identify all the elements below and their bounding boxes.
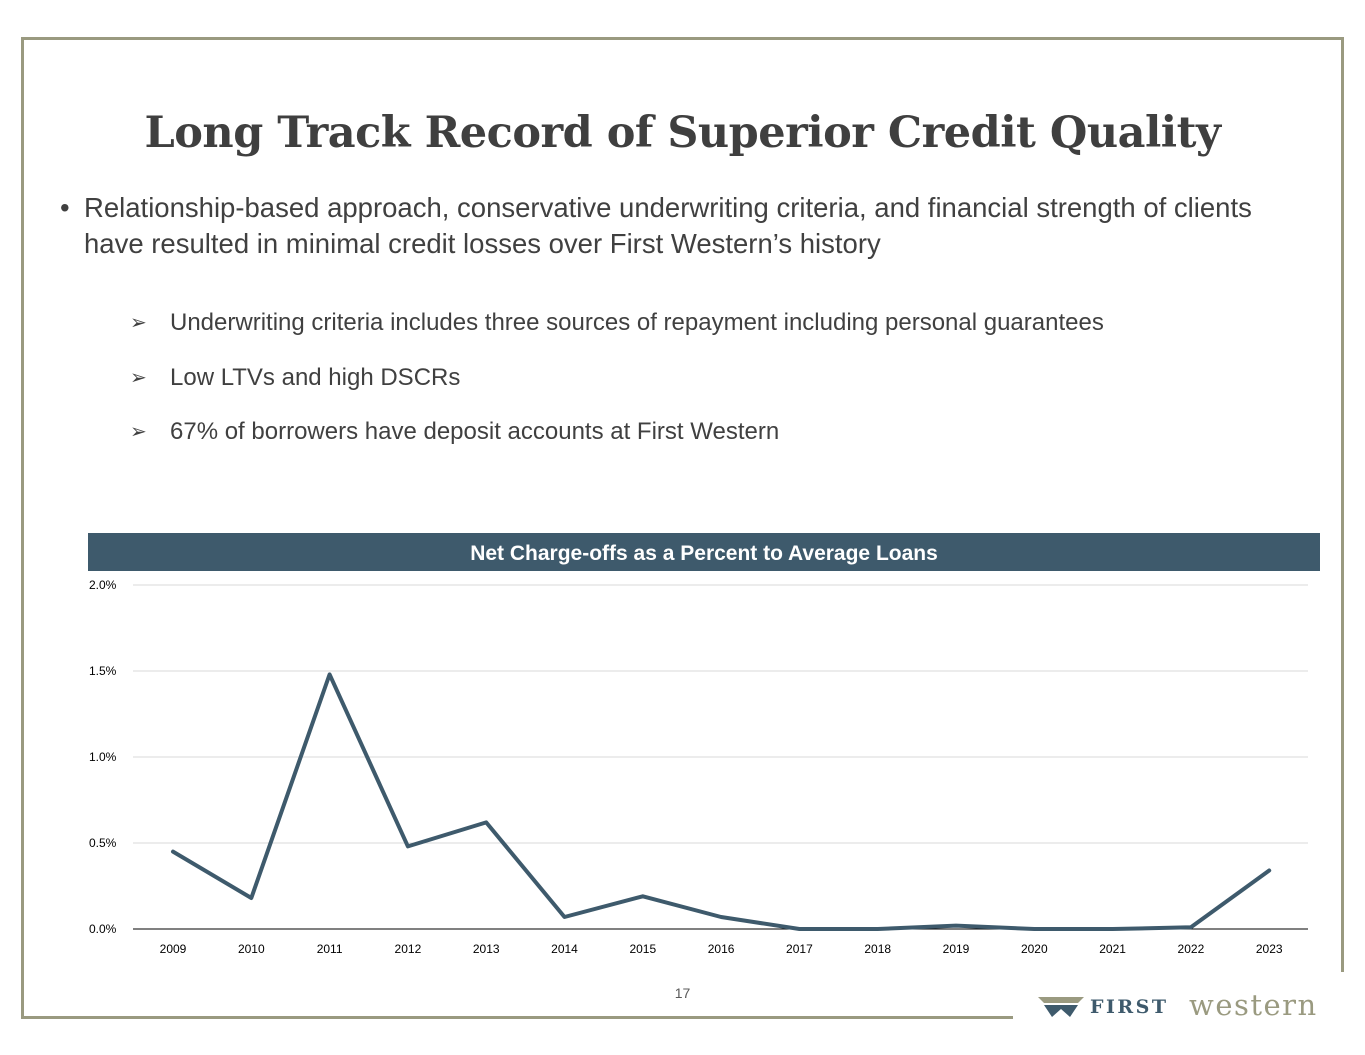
x-tick-label: 2018 bbox=[864, 942, 891, 956]
series-line bbox=[173, 674, 1269, 929]
y-tick-label: 0.5% bbox=[89, 836, 117, 850]
x-tick-label: 2009 bbox=[160, 942, 187, 956]
x-tick-label: 2011 bbox=[317, 942, 343, 956]
logo-text-western: western bbox=[1189, 988, 1318, 1022]
x-tick-label: 2010 bbox=[238, 942, 265, 956]
x-tick-label: 2013 bbox=[473, 942, 500, 956]
x-tick-label: 2016 bbox=[708, 942, 735, 956]
x-tick-label: 2022 bbox=[1178, 942, 1205, 956]
x-tick-label: 2015 bbox=[629, 942, 656, 956]
x-tick-label: 2023 bbox=[1256, 942, 1283, 956]
y-tick-label: 1.0% bbox=[89, 750, 117, 764]
company-logo: FIRST western bbox=[1036, 993, 1346, 1023]
y-tick-label: 2.0% bbox=[89, 578, 117, 592]
x-tick-label: 2014 bbox=[551, 942, 578, 956]
x-tick-label: 2021 bbox=[1099, 942, 1126, 956]
x-tick-label: 2017 bbox=[786, 942, 813, 956]
y-tick-label: 1.5% bbox=[89, 664, 117, 678]
logo-text-first: FIRST bbox=[1090, 996, 1169, 1018]
x-tick-label: 2019 bbox=[943, 942, 970, 956]
y-tick-label: 0.0% bbox=[89, 922, 117, 936]
first-western-w-icon bbox=[1036, 995, 1086, 1019]
x-tick-label: 2012 bbox=[395, 942, 422, 956]
x-tick-label: 2020 bbox=[1021, 942, 1048, 956]
